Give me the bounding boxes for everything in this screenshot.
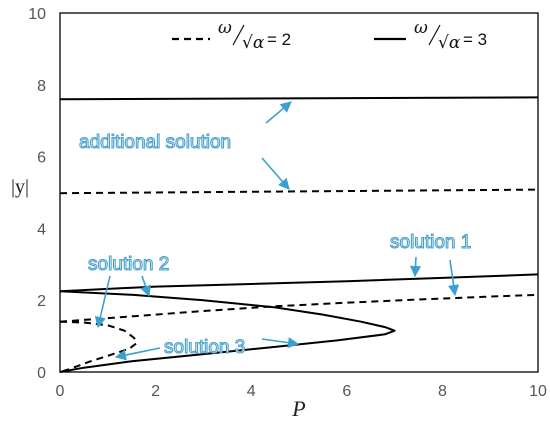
series-line-dashed-5 (59, 320, 138, 373)
annotation-additional-solution: additional solution (79, 132, 231, 153)
y-tick-label: 6 (37, 150, 46, 167)
x-tick-label: 0 (56, 383, 65, 400)
annotation-solution-3: solution 3 (164, 337, 245, 358)
arrow-additional-lower (261, 157, 290, 190)
arrow-solution-2-right (140, 275, 151, 298)
legend-sqrt-alpha-1: √α (242, 33, 265, 53)
y-tick-label: 10 (28, 6, 46, 23)
series-line-solid-2 (59, 273, 539, 293)
plot-area-frame (59, 12, 539, 373)
arrow-solution-3-right (261, 337, 300, 349)
arrow-solution-1-left (409, 256, 422, 278)
y-tick-labels: 0 2 4 6 8 10 (28, 6, 46, 382)
legend-value-1: = 2 (267, 30, 291, 49)
x-tick-label: 4 (247, 383, 256, 400)
series-line-solid-3 (59, 290, 396, 373)
series-line-solid-0 (59, 96, 539, 101)
legend-omega-1: ω (218, 18, 232, 38)
annotation-arrows (94, 101, 460, 361)
legend: ω √α = 2 ω √α = 3 (172, 18, 487, 53)
annotation-solution-1: solution 1 (390, 232, 471, 253)
x-tick-labels: 0 2 4 6 8 10 (56, 383, 547, 400)
annotation-solution-2: solution 2 (88, 254, 169, 275)
legend-fraction-bar-2 (428, 24, 441, 46)
x-axis-label: P (291, 396, 305, 421)
legend-value-2: = 3 (463, 30, 487, 49)
y-tick-label: 0 (37, 365, 46, 382)
series-line-dashed-1 (59, 188, 539, 195)
y-tick-label: 8 (37, 78, 46, 95)
x-tick-label: 10 (529, 383, 547, 400)
legend-omega-2: ω (414, 18, 428, 38)
x-tick-label: 8 (438, 383, 447, 400)
legend-sqrt-alpha-2: √α (438, 33, 461, 53)
arrow-solution-3-left (114, 347, 161, 361)
series-line-dashed-4 (59, 293, 539, 323)
y-tick-label: 2 (37, 293, 46, 310)
y-axis-label: |y| (11, 176, 29, 198)
legend-fraction-bar-1 (232, 24, 245, 46)
x-tick-label: 6 (342, 383, 351, 400)
y-tick-label: 4 (37, 221, 46, 238)
arrow-solution-2-left (94, 275, 111, 329)
x-tick-label: 2 (151, 383, 160, 400)
arrow-solution-1-right (448, 259, 460, 297)
series-group (59, 96, 539, 373)
arrow-additional-upper (265, 101, 292, 124)
